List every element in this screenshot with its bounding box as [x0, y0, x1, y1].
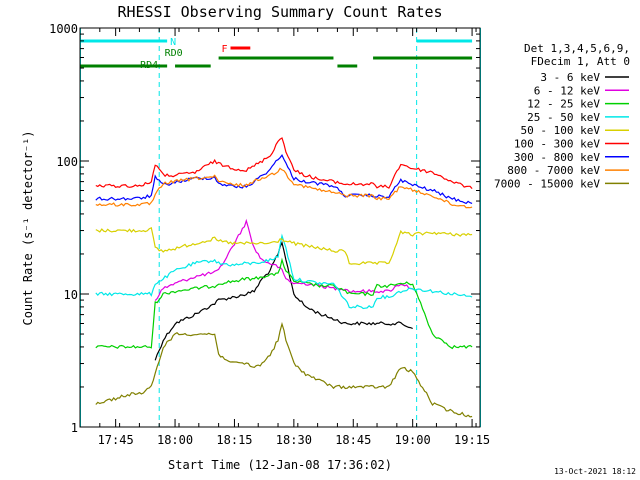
x-tick-label-4: 18:45 — [335, 433, 371, 447]
series-line-1 — [154, 218, 413, 302]
series-line-6 — [95, 154, 473, 205]
series-line-2 — [95, 257, 473, 350]
y-tick-label-1: 10 — [64, 288, 78, 302]
series-line-4 — [95, 226, 473, 266]
y-tick-label-2: 100 — [56, 155, 78, 169]
legend-label-0: 3 - 6 keV — [540, 71, 600, 84]
x-tick-label-5: 19:00 — [395, 433, 431, 447]
x-tick-label-0: 17:45 — [98, 433, 134, 447]
footer-date: 13-Oct-2021 18:12 — [554, 467, 636, 476]
x-tick-label-6: 19:15 — [454, 433, 490, 447]
series-line-7 — [95, 167, 473, 209]
status-label-f: F — [221, 44, 227, 55]
series-line-5 — [95, 137, 473, 189]
series-line-8 — [95, 321, 473, 418]
legend-label-2: 12 - 25 keV — [527, 98, 600, 111]
x-axis-label: Start Time (12-Jan-08 17:36:02) — [168, 458, 392, 472]
series-line-0 — [154, 240, 413, 361]
x-tick-label-2: 18:15 — [216, 433, 252, 447]
status-bars: N F RD0 RD4 — [80, 37, 473, 71]
x-tick-label-1: 18:00 — [157, 433, 193, 447]
x-tick-label-3: 18:30 — [276, 433, 312, 447]
legend-label-6: 300 - 800 keV — [514, 151, 600, 164]
status-label-n: N — [170, 37, 176, 48]
legend-label-8: 7000 - 15000 keV — [494, 177, 600, 190]
legend-label-1: 6 - 12 keV — [534, 84, 601, 97]
plot-series — [95, 137, 473, 418]
axes: 17:45 18:00 18:15 18:30 18:45 19:00 19:15 1 10 10… — [49, 22, 490, 447]
chart-title: RHESSI Observing Summary Count Rates — [117, 3, 442, 21]
legend-header-0: Det 1,3,4,5,6,9, — [524, 42, 630, 55]
legend-label-4: 50 - 100 keV — [521, 124, 601, 137]
y-axis-label: Count Rate (s⁻¹ detector⁻¹) — [21, 130, 35, 325]
y-tick-label-0: 1 — [71, 421, 78, 435]
status-label-rd4: RD4 — [140, 60, 158, 71]
status-label-rd0: RD0 — [165, 48, 183, 59]
plot-frame — [79, 27, 481, 428]
legend: Det 1,3,4,5,6,9,FDecim 1, Att 0 3 - 6 keV… — [494, 42, 630, 190]
legend-label-7: 800 - 7000 keV — [507, 164, 600, 177]
legend-label-3: 25 - 50 keV — [527, 111, 600, 124]
y-tick-label-3: 1000 — [49, 22, 78, 36]
legend-label-5: 100 - 300 keV — [514, 138, 600, 151]
legend-header-1: FDecim 1, Att 0 — [531, 55, 630, 68]
